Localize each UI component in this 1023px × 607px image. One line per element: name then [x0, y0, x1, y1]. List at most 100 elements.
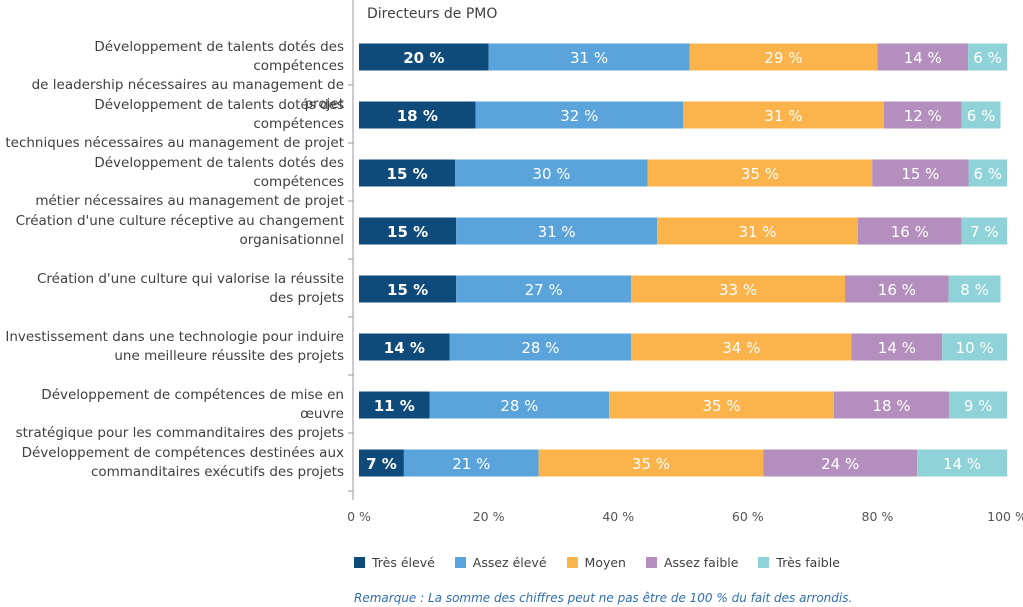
category-label: Création d'une culture réceptive au chan…	[0, 212, 344, 250]
x-tick-label: 100 %	[987, 509, 1023, 524]
bar-segment	[683, 101, 884, 129]
category-label-line: stratégique pour les commanditaires des …	[15, 425, 344, 441]
bar-segment	[359, 101, 476, 129]
category-label-line: organisationnel	[239, 232, 345, 248]
bar-segment	[968, 43, 1007, 71]
bar-segment	[845, 275, 949, 303]
category-label-line: techniques nécessaires au management de …	[5, 135, 344, 151]
data-label: 16 %	[891, 223, 929, 241]
bar-segment	[961, 101, 1001, 129]
legend-label: Moyen	[584, 555, 626, 570]
data-label: 16 %	[878, 281, 916, 299]
bar-segment	[359, 333, 450, 361]
data-label: 15 %	[387, 223, 428, 241]
category-label-line: Développement de talents dotés des compé…	[94, 155, 344, 190]
bar-segment	[961, 217, 1007, 245]
x-tick-label: 40 %	[602, 509, 634, 524]
category-label-line: Création d'une culture qui valorise la r…	[36, 271, 344, 287]
data-label: 35 %	[741, 165, 779, 183]
data-label: 15 %	[387, 165, 428, 183]
bar-segment	[833, 391, 950, 419]
bar-segment	[429, 391, 610, 419]
bar-segment	[359, 217, 457, 245]
category-label-line: Développement de talents dotés des compé…	[94, 97, 344, 132]
bar-segment	[403, 449, 539, 477]
bar-segment	[631, 275, 845, 303]
data-label: 20 %	[403, 49, 444, 67]
category-label-line: Développement de talents dotés des compé…	[94, 39, 344, 74]
category-label: Création d'une culture qui valorise la r…	[0, 270, 344, 308]
category-label: Développement de talents dotés des compé…	[0, 154, 344, 211]
category-label-line: commanditaires exécutifs des projets	[90, 464, 344, 480]
bar-segment	[359, 391, 430, 419]
data-label: 14 %	[904, 49, 942, 67]
x-tick-label: 60 %	[732, 509, 764, 524]
bar-segment	[538, 449, 764, 477]
data-label: 6 %	[967, 107, 996, 125]
category-label-line: Investissement dans une technologie pour…	[5, 329, 344, 345]
footnote: Remarque : La somme des chiffres peut ne…	[354, 591, 853, 605]
data-label: 31 %	[538, 223, 576, 241]
bar-segment	[488, 43, 690, 71]
bar-segment	[949, 391, 1007, 419]
data-label: 14 %	[878, 339, 916, 357]
bar-segment	[968, 159, 1007, 187]
data-label: 9 %	[964, 397, 993, 415]
legend-swatch	[454, 557, 466, 568]
category-label-line: des projets	[269, 290, 344, 306]
chart-title: Directeurs de PMO	[367, 6, 498, 22]
category-label: Développement de compétences destinées a…	[0, 444, 344, 482]
data-label: 8 %	[960, 281, 989, 299]
data-label: 31 %	[764, 107, 802, 125]
data-label: 28 %	[521, 339, 559, 357]
category-label-line: une meilleure réussite des projets	[114, 348, 344, 364]
data-label: 35 %	[632, 455, 670, 473]
legend-item: Moyen	[566, 555, 626, 570]
bar-segment	[609, 391, 834, 419]
bar-segment	[857, 217, 962, 245]
bar-segment	[942, 333, 1007, 361]
category-label: Développement de talents dotés des compé…	[0, 38, 344, 114]
data-label: 14 %	[943, 455, 981, 473]
data-label: 24 %	[821, 455, 859, 473]
category-label-line: métier nécessaires au management de proj…	[35, 193, 344, 209]
legend-item: Très faible	[758, 555, 840, 570]
bar-segment	[647, 159, 873, 187]
category-label-line: Développement de compétences de mise en …	[41, 387, 344, 422]
bar-segment	[456, 275, 632, 303]
bar-segment	[763, 449, 918, 477]
category-label: Investissement dans une technologie pour…	[0, 328, 344, 366]
data-label: 12 %	[904, 107, 942, 125]
bar-segment	[456, 217, 658, 245]
legend-label: Assez élevé	[472, 555, 547, 570]
data-label: 29 %	[764, 49, 802, 67]
bar-segment	[883, 101, 962, 129]
bar-segment	[631, 333, 852, 361]
category-label-line: Développement de compétences destinées a…	[21, 445, 344, 461]
bar-segment	[359, 449, 404, 477]
data-label: 28 %	[500, 397, 538, 415]
category-label: Développement de compétences de mise en …	[0, 386, 344, 443]
data-label: 21 %	[452, 455, 490, 473]
data-label: 31 %	[570, 49, 608, 67]
data-label: 7 %	[970, 223, 999, 241]
data-label: 15 %	[387, 281, 428, 299]
legend-swatch	[645, 557, 657, 568]
legend-swatch	[758, 557, 770, 568]
bar-segment	[657, 217, 858, 245]
data-label: 18 %	[397, 107, 438, 125]
data-label: 6 %	[973, 49, 1002, 67]
bar-segment	[359, 159, 456, 187]
data-label: 11 %	[374, 397, 415, 415]
legend-item: Très élevé	[354, 555, 435, 570]
bar-segment	[689, 43, 878, 71]
legend-swatch	[354, 557, 365, 568]
data-label: 15 %	[901, 165, 939, 183]
legend-swatch	[566, 557, 578, 568]
data-label: 14 %	[384, 339, 425, 357]
bar-segment	[475, 101, 683, 129]
bar-segment	[455, 159, 648, 187]
category-label-line: Création d'une culture réceptive au chan…	[15, 213, 344, 229]
data-label: 34 %	[722, 339, 760, 357]
bar-segment	[948, 275, 1001, 303]
